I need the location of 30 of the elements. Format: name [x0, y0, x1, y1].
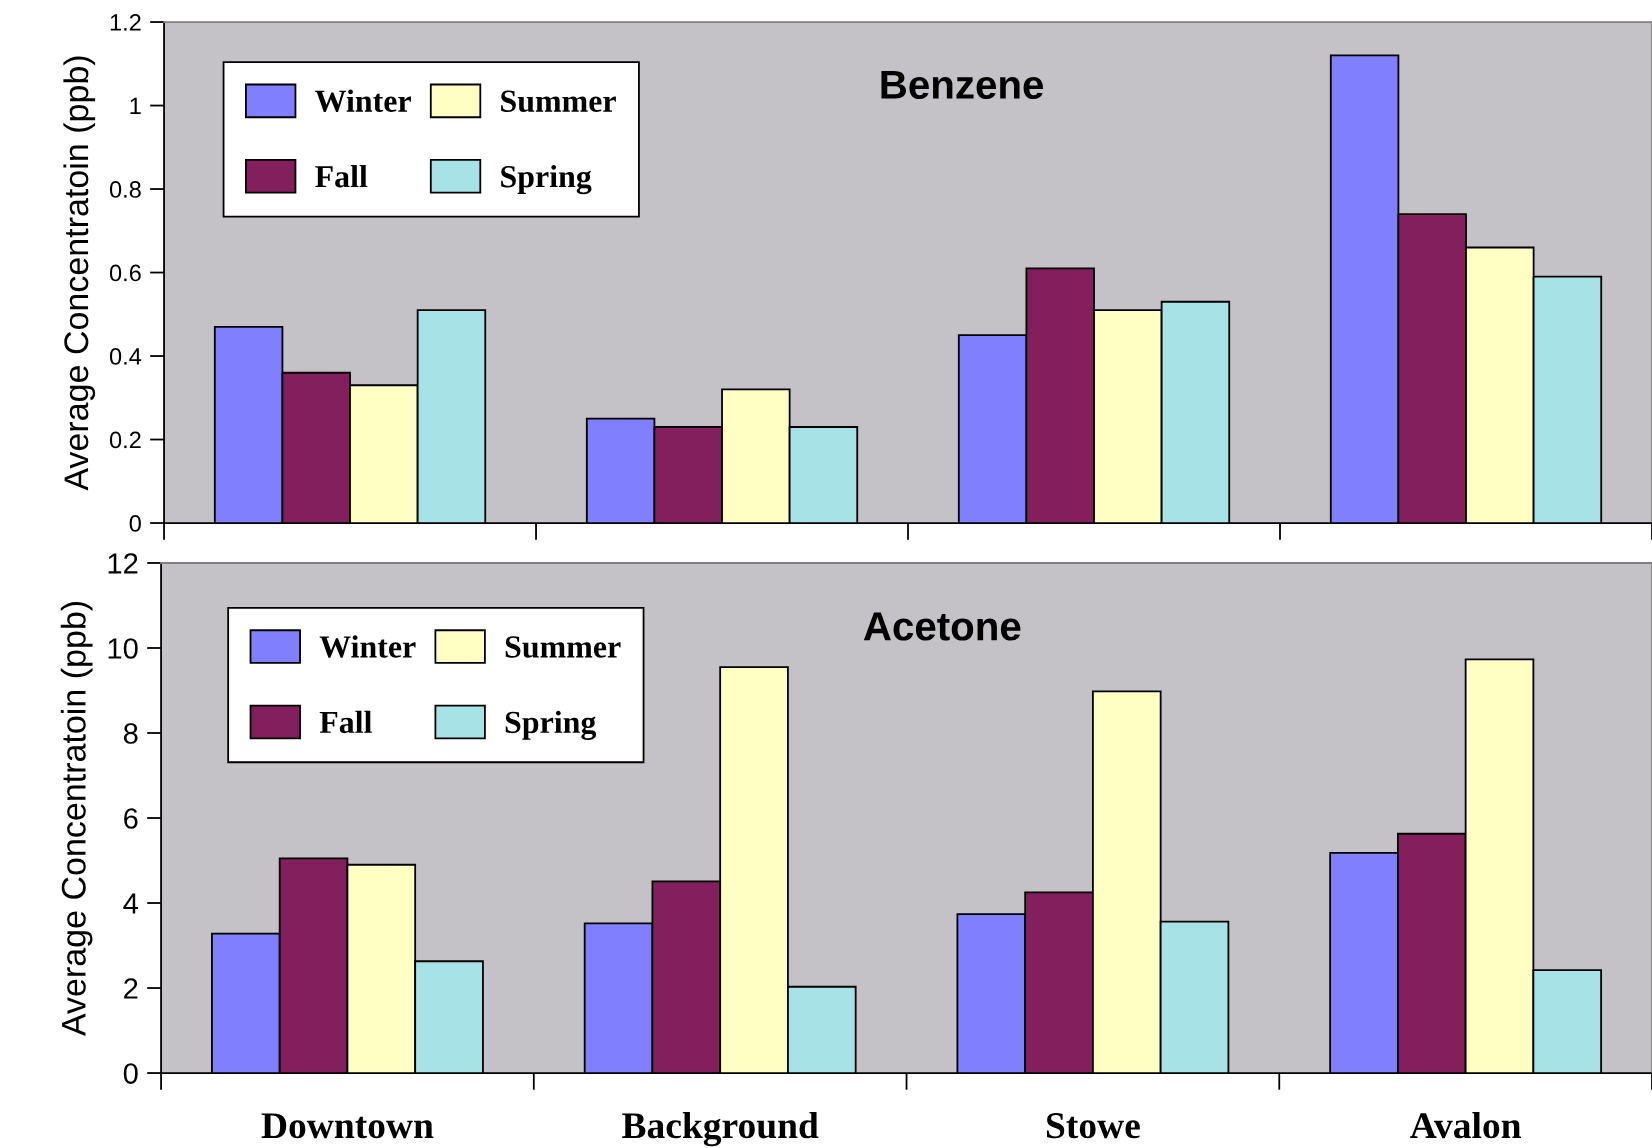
x-tick-label: Avalon	[1410, 1111, 1521, 1139]
y-tick-label: 10	[108, 638, 138, 659]
y-tick-label: 0.6	[109, 264, 141, 282]
legend-label: Winter	[319, 635, 416, 658]
y-axis-title: Average Concentratoin (ppb)	[60, 601, 93, 1037]
legend-label: Fall	[319, 710, 372, 734]
text: Benzene	[881, 70, 1044, 99]
legend-label: Spring	[501, 164, 592, 195]
y-tick-label: 1	[130, 97, 141, 115]
y-tick-label: 0.2	[109, 431, 141, 449]
x-tick-label: Background	[622, 1111, 819, 1147]
legend-label: Summer	[505, 636, 621, 658]
y-tick-label: 8	[123, 723, 138, 744]
y-tick-label: 12	[108, 553, 138, 574]
legend-label: Spring	[505, 710, 597, 740]
x-tick-label: Stowe	[1046, 1113, 1140, 1139]
legend-label: Winter	[315, 89, 411, 113]
y-tick-label: 0	[129, 515, 141, 532]
legend-label: Summer	[501, 90, 616, 113]
y-tick-label: 2	[124, 978, 138, 999]
y-tick-label: 1.2	[110, 14, 141, 31]
y-axis-title: Average Concentratoin (ppb)	[63, 56, 96, 491]
y-tick-label: 0.4	[109, 348, 142, 365]
y-tick-label: 4	[123, 893, 138, 914]
legend-label: Fall	[315, 164, 368, 188]
y-tick-label: 0.8	[109, 181, 141, 198]
x-tick-label: Downtown	[261, 1113, 434, 1139]
y-tick-label: 0	[123, 1063, 138, 1084]
text: Acetone	[863, 612, 1021, 641]
y-tick-label: 6	[124, 808, 138, 829]
